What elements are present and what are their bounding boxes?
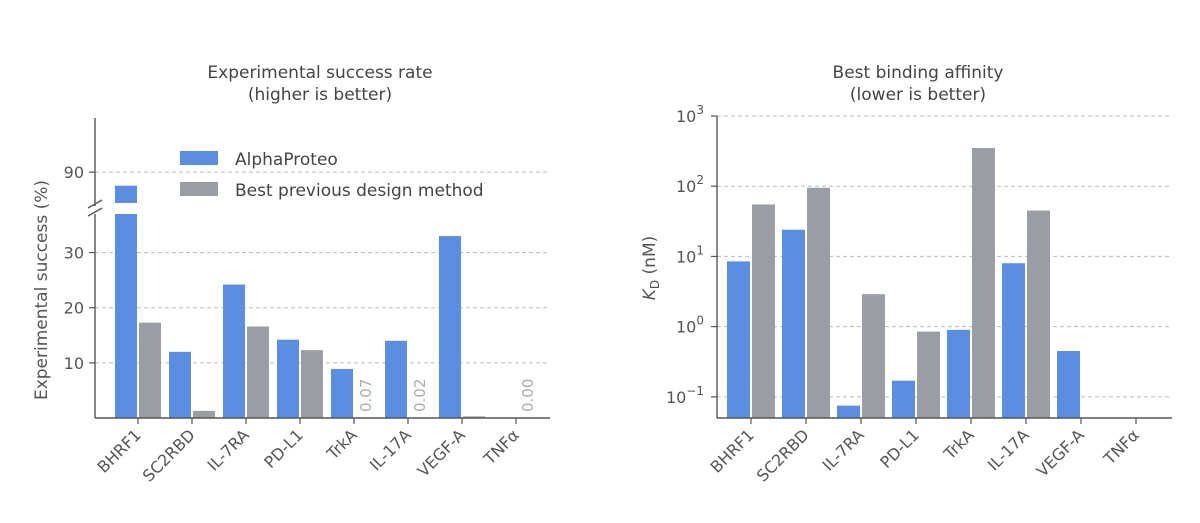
success-x-tick-label-il-17a: IL-17A (366, 425, 415, 474)
success-bar-pd-l1-previous (301, 350, 323, 418)
success-x-tick-label-tnf: TNFα (479, 425, 522, 468)
success-y-tick-label: 30 (64, 244, 84, 263)
affinity-bar-vegf-a-alphaproteo (1057, 350, 1080, 418)
success-bar-bhrf1-previous (139, 322, 161, 418)
affinity-x-tick-label-il-7ra: IL-7RA (819, 425, 868, 474)
success-x-tick-label-bhrf1: BHRF1 (94, 425, 145, 476)
affinity-bar-pd-l1-previous (917, 331, 940, 418)
success-bar-trka-alphaproteo (331, 368, 353, 418)
success-annotation-tnf: 0.00 (519, 379, 537, 412)
legend-swatch-alphaproteo (180, 151, 218, 165)
affinity-y-tick-label: 100 (676, 314, 704, 337)
affinity-bar-il-7ra-previous (862, 294, 885, 418)
affinity-bar-trka-alphaproteo (947, 329, 970, 418)
legend-swatch-previous (180, 182, 218, 196)
success-bars (115, 185, 485, 418)
binding-affinity-chart: Best binding affinity (lower is better) … (640, 63, 1172, 485)
success-y-tick-label: 90 (64, 163, 84, 182)
affinity-y-tick-label: 102 (676, 173, 704, 196)
affinity-y-ticks: 10−1 100 101 102 103 (666, 103, 717, 407)
success-bar-vegf-a-previous (463, 416, 485, 418)
affinity-x-tick-label-bhrf1: BHRF1 (707, 425, 758, 476)
affinity-chart-title: Best binding affinity (833, 63, 1004, 83)
success-bar-il-7ra-previous (247, 326, 269, 418)
affinity-bar-sc2rbd-previous (807, 187, 830, 418)
success-y-tick-label: 10 (64, 354, 84, 373)
affinity-x-tick-label-trka: TrkA (939, 425, 977, 463)
success-annotation-trka: 0.07 (357, 379, 375, 412)
affinity-x-tick-label-pd-l1: PD-L1 (876, 425, 923, 472)
success-x-tick-label-il-7ra: IL-7RA (204, 425, 253, 474)
axis-break-mark-lower (87, 207, 103, 217)
affinity-x-tick-label-tnf: TNFα (1099, 425, 1142, 468)
affinity-bar-pd-l1-alphaproteo (892, 380, 915, 418)
affinity-bar-bhrf1-previous (752, 204, 775, 418)
success-bar-sc2rbd-alphaproteo (169, 351, 191, 418)
success-y-tick-label: 20 (64, 299, 84, 318)
success-annotation-il-17a: 0.02 (411, 379, 429, 412)
success-x-tick-label-vegf-a: VEGF-A (414, 425, 469, 480)
success-bar-vegf-a-alphaproteo (439, 236, 461, 418)
affinity-x-tick-label-sc2rbd: SC2RBD (753, 425, 813, 485)
affinity-bar-il-17a-alphaproteo (1002, 263, 1025, 418)
affinity-bar-il-7ra-alphaproteo (837, 405, 860, 418)
affinity-bar-trka-previous (972, 148, 995, 418)
legend-label-alphaproteo: AlphaProteo (235, 150, 338, 170)
affinity-y-tick-label: 10−1 (666, 384, 704, 407)
affinity-x-tick-label-il-17a: IL-17A (984, 425, 1033, 474)
success-chart-title: Experimental success rate (207, 63, 432, 83)
legend: AlphaProteo Best previous design method (180, 150, 484, 201)
success-y-axis-label: Experimental success (%) (32, 180, 52, 400)
success-bar-pd-l1-alphaproteo (277, 339, 299, 418)
affinity-y-axis-label: KD (nM) (640, 236, 662, 301)
affinity-y-tick-label: 101 (676, 243, 704, 266)
success-x-tick-label-pd-l1: PD-L1 (260, 425, 307, 472)
affinity-y-tick-label: 103 (676, 103, 704, 126)
success-y-ticks: 10 20 30 90 (64, 163, 95, 373)
success-rate-chart: Experimental success rate (higher is bet… (32, 63, 550, 485)
success-x-tick-label-trka: TrkA (322, 425, 360, 463)
success-bar-bhrf1-alphaproteo-upper (115, 185, 137, 203)
affinity-bar-il-17a-previous (1027, 210, 1050, 418)
affinity-bars (727, 148, 1080, 418)
affinity-bar-sc2rbd-alphaproteo (782, 229, 805, 418)
legend-label-previous: Best previous design method (235, 181, 484, 201)
affinity-chart-subtitle: (lower is better) (850, 85, 986, 105)
axis-break-mark-upper (87, 199, 103, 209)
success-annotations: 0.07 0.02 0.00 (357, 379, 537, 412)
success-bar-il-17a-alphaproteo (385, 340, 407, 418)
success-x-tick-label-sc2rbd: SC2RBD (139, 425, 199, 485)
success-bar-bhrf1-alphaproteo (115, 214, 137, 418)
success-bar-il-7ra-alphaproteo (223, 284, 245, 418)
affinity-bar-bhrf1-alphaproteo (727, 261, 750, 418)
affinity-gridlines (717, 115, 1172, 398)
affinity-x-tick-label-vegf-a: VEGF-A (1033, 425, 1088, 480)
success-chart-subtitle: (higher is better) (248, 85, 392, 105)
success-bar-sc2rbd-previous (193, 410, 215, 418)
